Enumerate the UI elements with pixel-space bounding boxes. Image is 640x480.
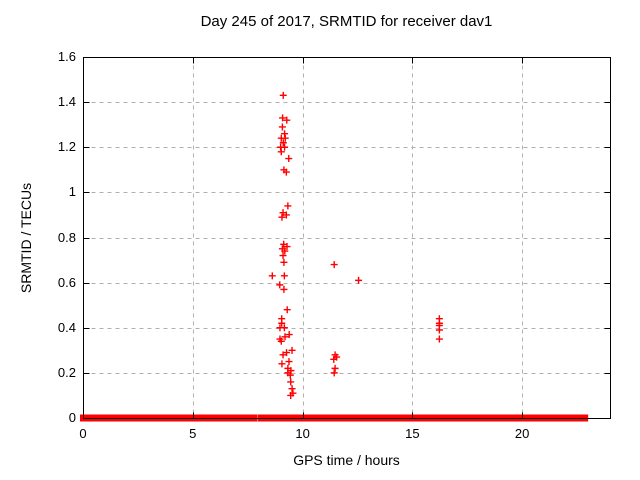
data-point-marker — [435, 335, 443, 343]
y-tick-label: 1.2 — [57, 139, 76, 155]
data-point-marker — [282, 211, 290, 219]
data-point-marker — [281, 134, 289, 142]
data-point-marker — [279, 114, 287, 122]
y-tick-label: 0.6 — [57, 274, 76, 290]
data-point-marker — [283, 349, 291, 357]
x-tick-label: 15 — [405, 426, 420, 441]
y-tick-label: 0.4 — [57, 319, 76, 335]
data-point-marker — [330, 369, 338, 377]
data-point-marker — [283, 306, 291, 314]
y-tick-label: 0.2 — [57, 364, 76, 380]
data-point-marker — [278, 360, 286, 368]
y-tick-label: 0.8 — [57, 229, 76, 245]
data-point-marker — [285, 331, 293, 339]
data-point-marker — [283, 116, 291, 124]
data-point-marker — [279, 351, 287, 359]
data-point-marker — [277, 148, 285, 156]
chart-title: Day 245 of 2017, SRMTID for receiver dav… — [200, 13, 493, 30]
data-point-marker — [355, 276, 363, 284]
data-point-marker — [278, 213, 286, 221]
data-point-marker — [278, 319, 286, 327]
x-axis-label: GPS time / hours — [293, 452, 400, 468]
data-point-marker — [281, 333, 289, 341]
plot-border — [83, 57, 611, 419]
data-point-marker — [435, 326, 443, 334]
data-point-marker — [279, 139, 287, 147]
data-point-marker — [285, 155, 293, 163]
data-point-marker — [280, 258, 288, 266]
y-tick-label: 0 — [68, 410, 76, 425]
data-point-marker — [277, 337, 285, 345]
data-point-marker — [278, 123, 286, 131]
data-point-marker — [279, 91, 287, 99]
data-point-marker — [283, 243, 291, 251]
data-point-marker — [287, 391, 295, 399]
data-point-marker — [288, 385, 296, 393]
x-tick-label: 5 — [189, 426, 197, 441]
data-point-marker — [276, 281, 284, 289]
data-point-marker — [330, 261, 338, 269]
data-point-marker — [268, 272, 276, 280]
data-point-marker — [279, 252, 287, 260]
x-tick-label: 10 — [295, 426, 310, 441]
y-axis-label: SRMTID / TECUs — [18, 182, 34, 294]
data-point-marker — [282, 168, 290, 176]
y-tick-label: 1 — [68, 184, 76, 200]
data-point-marker — [287, 378, 295, 386]
data-point-marker — [331, 364, 339, 372]
data-point-marker — [285, 358, 293, 366]
y-tick-label: 1.4 — [57, 94, 76, 110]
data-point-marker — [281, 247, 289, 255]
data-point-marker — [281, 143, 289, 151]
data-point-marker — [280, 285, 288, 293]
x-tick-label: 20 — [514, 426, 530, 441]
data-point-marker — [286, 371, 294, 379]
data-point-marker — [280, 272, 288, 280]
y-tick-label: 1.6 — [57, 49, 76, 64]
x-tick-label: 0 — [79, 426, 87, 441]
data-point-marker — [284, 202, 292, 210]
data-point-marker — [280, 324, 288, 332]
data-point-marker — [288, 346, 296, 354]
data-point-marker — [330, 355, 338, 363]
